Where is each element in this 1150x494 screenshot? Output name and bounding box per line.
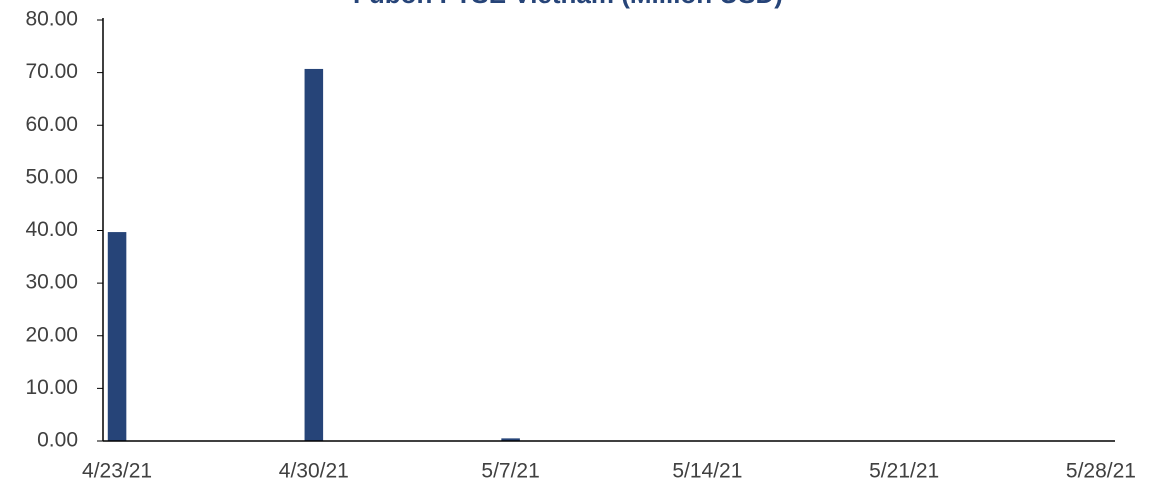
y-tick-label: 50.00 <box>25 165 78 188</box>
y-tick-label: 80.00 <box>25 8 78 31</box>
chart-title: Fubon FTSE Vietnam (Million USD) <box>353 0 783 9</box>
y-tick-label: 20.00 <box>25 323 78 346</box>
x-tick-label: 5/7/21 <box>481 460 539 483</box>
y-tick-label: 10.00 <box>25 376 78 399</box>
y-tick-label: 70.00 <box>25 60 78 83</box>
x-tick-label: 5/28/21 <box>1066 460 1136 483</box>
y-tick-label: 30.00 <box>25 271 78 294</box>
y-tick-label: 0.00 <box>37 429 78 452</box>
bar <box>501 438 520 441</box>
bar <box>304 68 324 441</box>
x-tick-label: 5/14/21 <box>672 460 742 483</box>
x-tick-label: 5/21/21 <box>869 460 939 483</box>
y-tick-label: 40.00 <box>25 218 78 241</box>
y-tick-label: 60.00 <box>25 113 78 136</box>
bar <box>107 232 127 441</box>
x-tick-label: 4/30/21 <box>279 460 349 483</box>
x-tick-label: 4/23/21 <box>82 460 152 483</box>
